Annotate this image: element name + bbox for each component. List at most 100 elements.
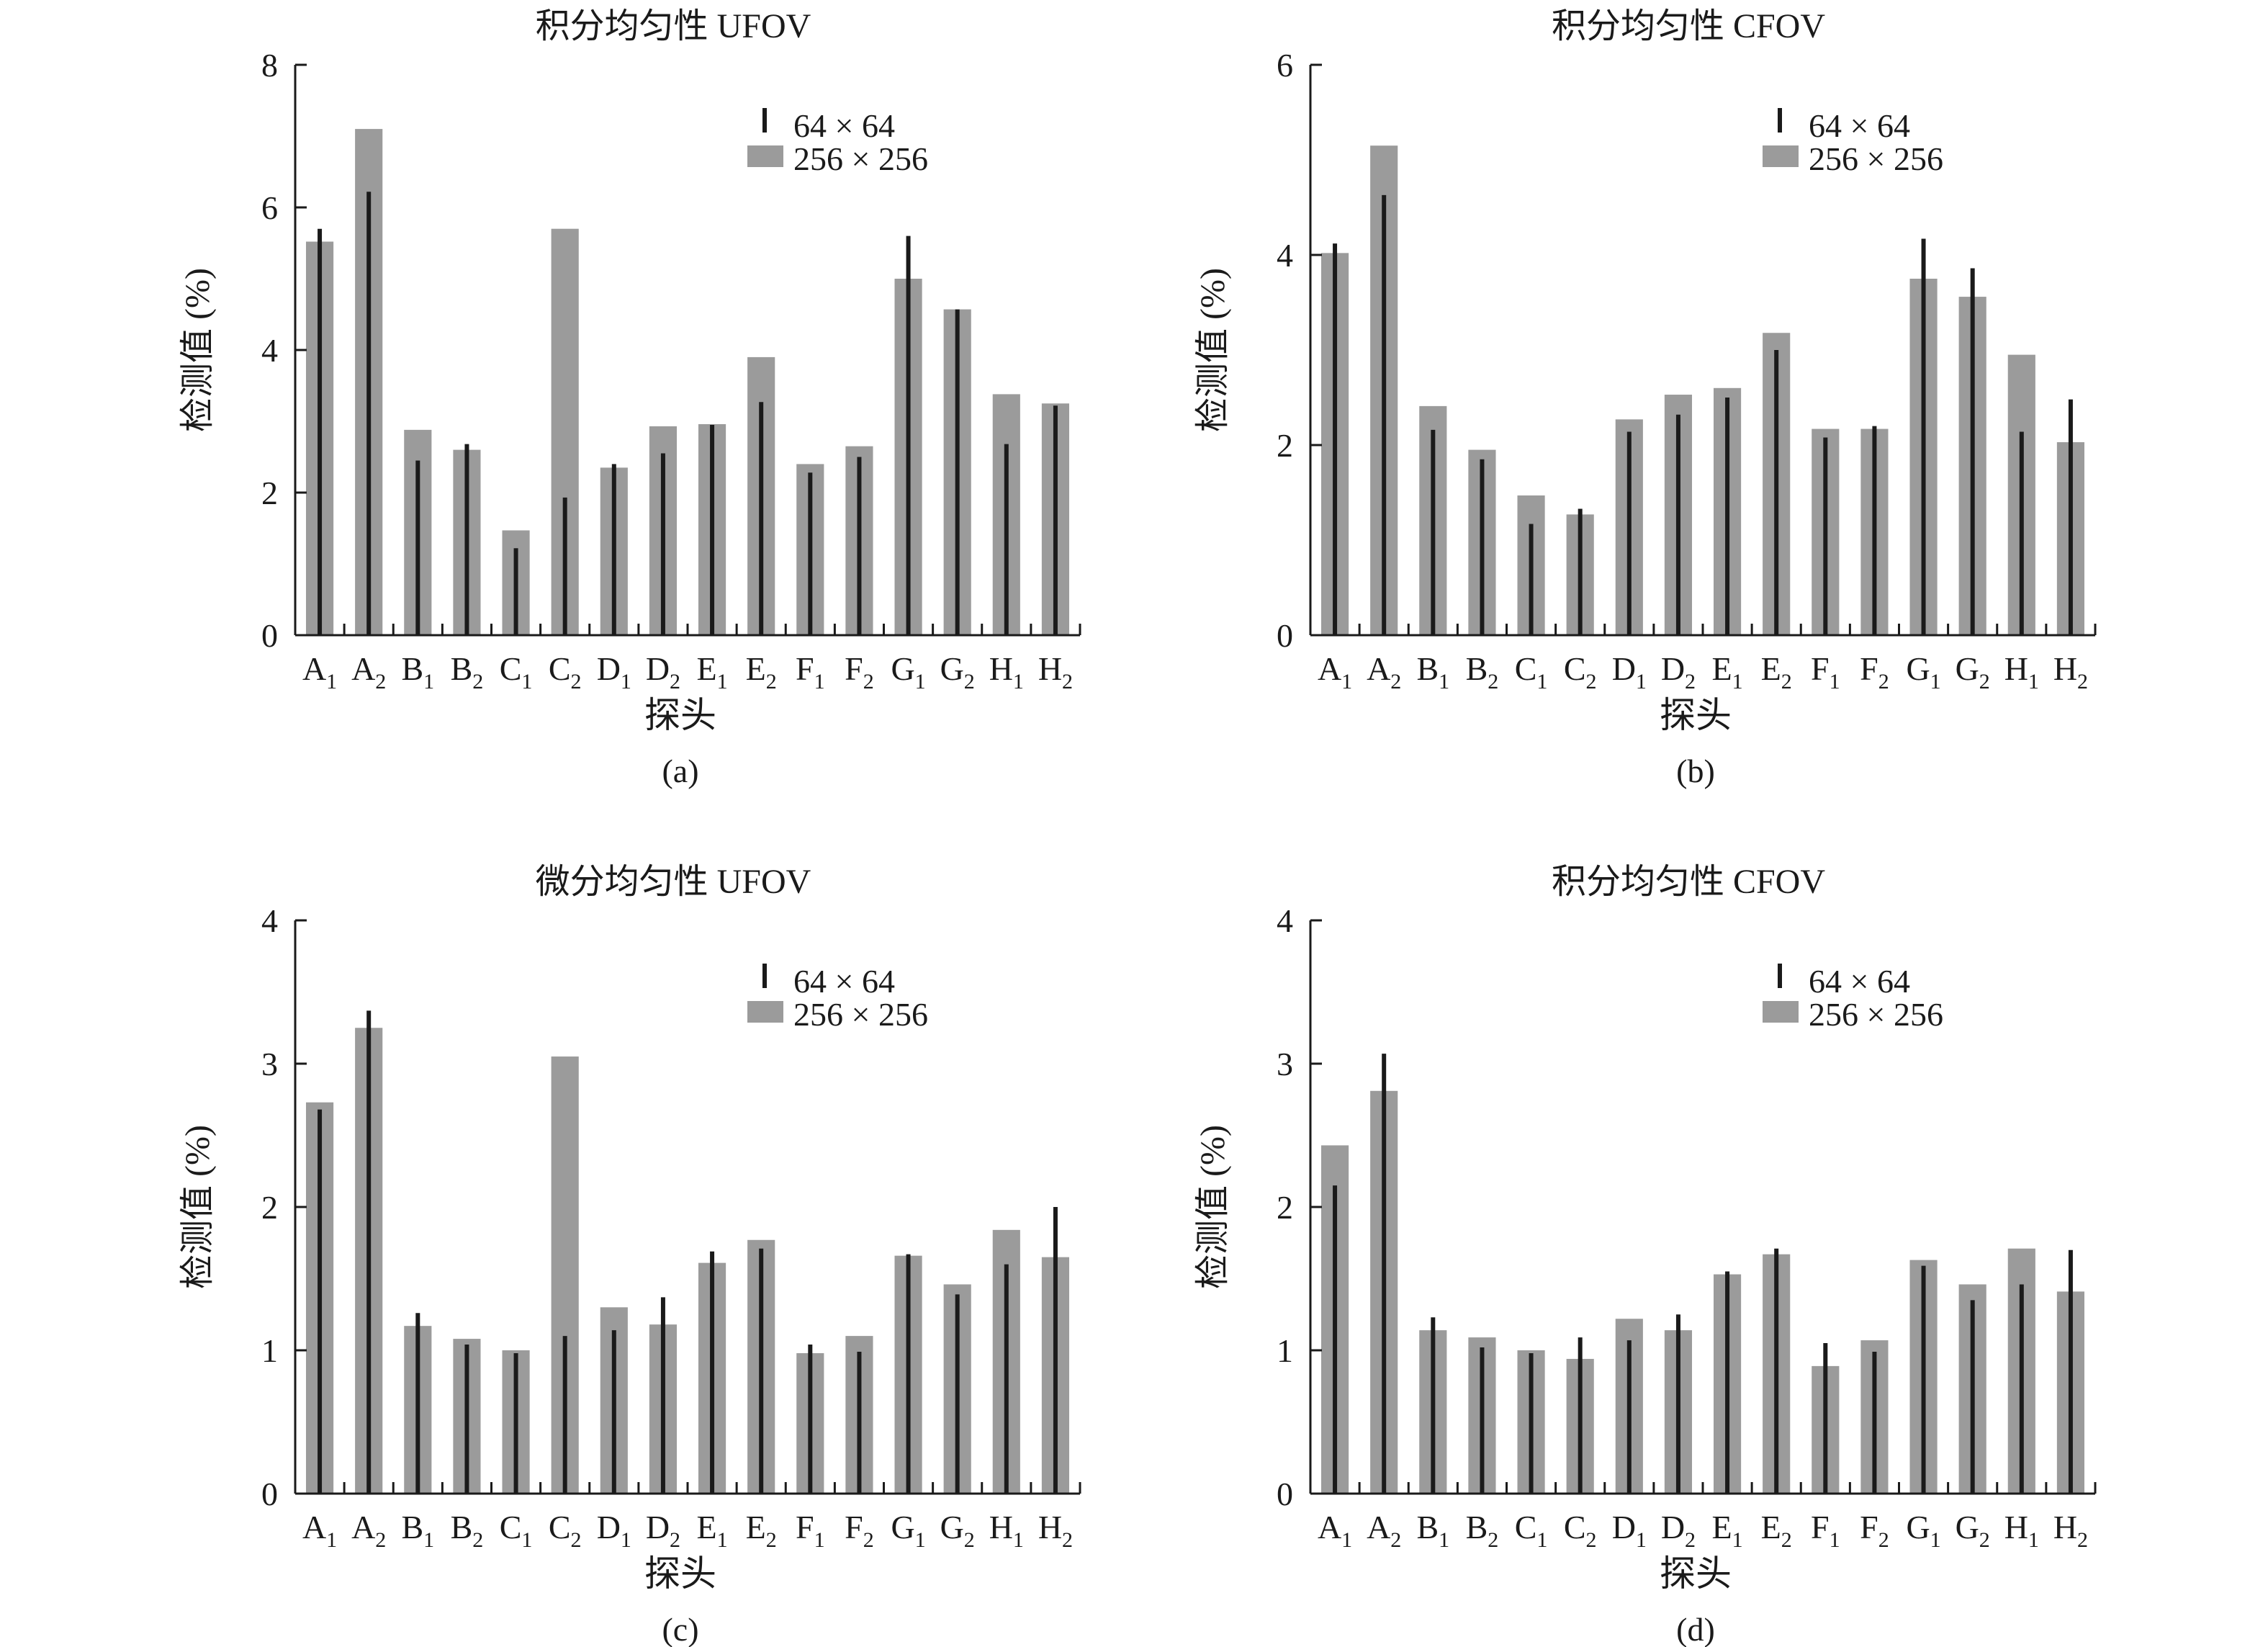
category-subscript: 1 bbox=[1536, 1528, 1547, 1552]
x-tick-label-E1: E1 bbox=[697, 650, 728, 694]
x-tick-label-E1: E1 bbox=[697, 1509, 728, 1552]
category-letter: F bbox=[845, 1509, 863, 1545]
category-letter: B bbox=[401, 650, 423, 687]
y-axis-title: 检测值 (%) bbox=[1194, 268, 1232, 432]
category-letter: D bbox=[1661, 1509, 1685, 1545]
legend-swatch-256 bbox=[747, 145, 783, 167]
x-tick-label-H1: H1 bbox=[2004, 650, 2039, 694]
category-letter: B bbox=[1416, 1509, 1439, 1545]
y-tick-label: 3 bbox=[261, 1046, 278, 1082]
category-subscript: 1 bbox=[1830, 1528, 1840, 1552]
category-letter: H bbox=[2053, 650, 2077, 687]
x-tick-label-G2: G2 bbox=[1956, 1509, 1990, 1552]
x-tick-label-D2: D2 bbox=[646, 650, 680, 694]
x-axis-title: 探头 bbox=[644, 1553, 716, 1594]
x-tick-label-G1: G1 bbox=[1906, 650, 1940, 694]
x-tick-label-F1: F1 bbox=[1811, 650, 1840, 694]
category-letter: G bbox=[1906, 650, 1930, 687]
x-tick-label-D2: D2 bbox=[1661, 650, 1696, 694]
category-subscript: 2 bbox=[766, 1528, 777, 1552]
category-letter: B bbox=[451, 650, 473, 687]
y-tick-label: 1 bbox=[1277, 1332, 1293, 1369]
x-tick-label-E2: E2 bbox=[746, 650, 777, 694]
category-subscript: 2 bbox=[571, 670, 582, 694]
category-subscript: 2 bbox=[1062, 670, 1073, 694]
category-letter: F bbox=[796, 1509, 814, 1545]
x-tick-label-F2: F2 bbox=[1860, 650, 1889, 694]
y-tick-label: 4 bbox=[261, 902, 278, 939]
category-letter: C bbox=[549, 1509, 571, 1545]
y-tick-label: 4 bbox=[1277, 902, 1293, 939]
x-tick-label-F1: F1 bbox=[796, 1509, 825, 1552]
category-letter: F bbox=[1860, 1509, 1878, 1545]
x-tick-label-D1: D1 bbox=[1612, 650, 1647, 694]
category-letter: E bbox=[1761, 1509, 1781, 1545]
category-letter: D bbox=[1612, 650, 1636, 687]
y-tick-label: 0 bbox=[261, 1476, 278, 1512]
category-letter: A bbox=[1318, 650, 1341, 687]
category-letter: C bbox=[1564, 650, 1586, 687]
category-letter: C bbox=[500, 1509, 522, 1545]
legend-label-256: 256 × 256 bbox=[793, 996, 928, 1033]
category-subscript: 1 bbox=[1536, 670, 1547, 694]
x-tick-label-H2: H2 bbox=[2053, 1509, 2088, 1552]
y-tick-label: 0 bbox=[261, 617, 278, 654]
y-tick-label: 2 bbox=[1277, 427, 1293, 464]
x-tick-label-G2: G2 bbox=[940, 650, 975, 694]
legend-label-64: 64 × 64 bbox=[1809, 963, 1910, 1000]
category-subscript: 2 bbox=[2077, 1528, 2088, 1552]
y-tick-label: 3 bbox=[1277, 1046, 1293, 1082]
category-subscript: 2 bbox=[670, 1528, 680, 1552]
category-letter: E bbox=[1712, 1509, 1732, 1545]
category-letter: G bbox=[940, 650, 964, 687]
category-letter: H bbox=[989, 650, 1013, 687]
legend-label-64: 64 × 64 bbox=[1809, 107, 1910, 144]
category-letter: D bbox=[646, 650, 670, 687]
category-subscript: 2 bbox=[1685, 670, 1696, 694]
x-tick-label-G1: G1 bbox=[891, 1509, 925, 1552]
category-subscript: 1 bbox=[1930, 670, 1941, 694]
category-subscript: 2 bbox=[1685, 1528, 1696, 1552]
category-subscript: 1 bbox=[2028, 670, 2039, 694]
x-tick-label-A2: A2 bbox=[351, 650, 386, 694]
panel-label: (b) bbox=[1676, 753, 1715, 789]
category-letter: H bbox=[1038, 1509, 1062, 1545]
category-letter: C bbox=[500, 650, 522, 687]
category-letter: G bbox=[891, 650, 914, 687]
x-tick-label-D2: D2 bbox=[646, 1509, 680, 1552]
category-subscript: 2 bbox=[766, 670, 777, 694]
x-tick-label-F2: F2 bbox=[845, 1509, 874, 1552]
panel-label: (d) bbox=[1676, 1611, 1715, 1647]
x-tick-label-G1: G1 bbox=[891, 650, 925, 694]
category-subscript: 1 bbox=[521, 670, 532, 694]
category-subscript: 2 bbox=[1390, 1528, 1401, 1552]
legend-label-256: 256 × 256 bbox=[1809, 140, 1943, 177]
category-letter: E bbox=[697, 650, 717, 687]
category-letter: A bbox=[351, 650, 375, 687]
category-subscript: 2 bbox=[1390, 670, 1401, 694]
x-tick-label-D2: D2 bbox=[1661, 1509, 1696, 1552]
category-letter: H bbox=[2053, 1509, 2077, 1545]
category-letter: G bbox=[940, 1509, 964, 1545]
category-subscript: 1 bbox=[1930, 1528, 1941, 1552]
category-subscript: 2 bbox=[670, 670, 680, 694]
category-letter: G bbox=[1906, 1509, 1930, 1545]
x-tick-label-A2: A2 bbox=[351, 1509, 386, 1552]
category-subscript: 2 bbox=[1062, 1528, 1073, 1552]
chart-title: 积分均匀性 CFOV bbox=[1552, 863, 1825, 901]
category-letter: E bbox=[697, 1509, 717, 1545]
category-letter: F bbox=[796, 650, 814, 687]
y-tick-label: 2 bbox=[261, 1189, 278, 1226]
x-tick-label-C2: C2 bbox=[1564, 650, 1597, 694]
category-subscript: 1 bbox=[915, 670, 926, 694]
category-subscript: 1 bbox=[814, 1528, 825, 1552]
x-tick-label-E1: E1 bbox=[1712, 1509, 1743, 1552]
category-subscript: 2 bbox=[863, 670, 874, 694]
category-letter: E bbox=[746, 1509, 766, 1545]
x-tick-label-C1: C1 bbox=[500, 1509, 533, 1552]
